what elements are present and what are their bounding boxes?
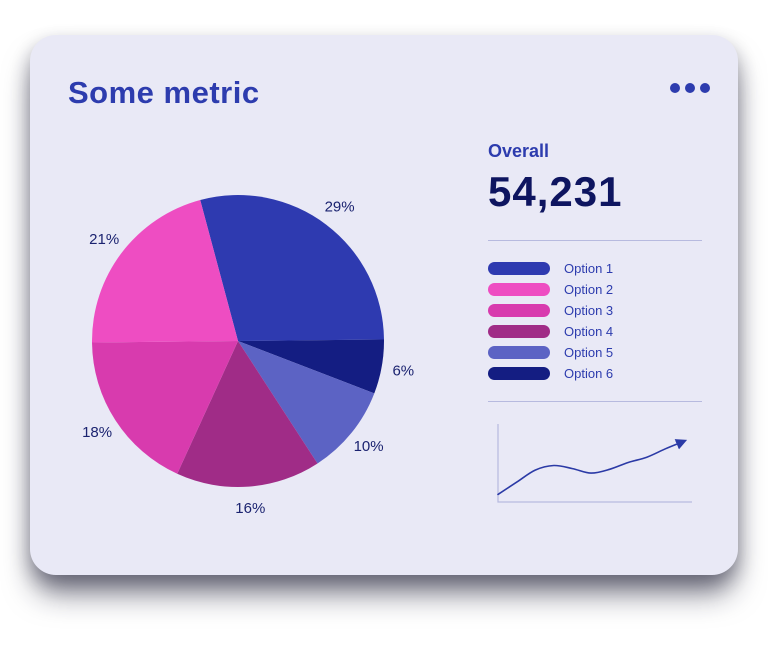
legend-label: Option 1 <box>564 261 614 277</box>
legend-label: Option 6 <box>564 366 614 382</box>
menu-dot <box>685 83 695 93</box>
legend-swatch <box>488 346 550 360</box>
pie-slice-option-2 <box>92 199 238 343</box>
legend-label: Option 3 <box>564 303 614 319</box>
legend-item: Option 3 <box>488 303 702 318</box>
pie-slice-option-4 <box>177 341 318 488</box>
divider <box>488 240 702 242</box>
pie-percentage-label: 6% <box>392 362 414 379</box>
pie-slice-option-1 <box>200 194 384 341</box>
menu-dot <box>670 83 680 93</box>
divider <box>488 401 702 403</box>
legend-item: Option 2 <box>488 282 702 297</box>
card-title: Some metric <box>68 75 260 110</box>
pie-percentage-label: 16% <box>235 500 265 517</box>
legend-swatch <box>488 325 550 339</box>
legend-item: Option 6 <box>488 366 702 381</box>
legend-label: Option 2 <box>564 282 614 298</box>
trend-sparkline-svg <box>497 424 692 503</box>
pie-chart: 29% 6% 10% 16% 18% 21% <box>30 129 450 539</box>
overall-value: 54,231 <box>488 168 623 215</box>
menu-dot <box>700 83 710 93</box>
legend: Option 1 Option 2 Option 3 Option 4 Option 5… <box>488 261 702 381</box>
legend-swatch <box>488 304 550 318</box>
metric-card: Some metric 29% 6% 10% 16% 18% 21% Overall 54… <box>30 35 738 575</box>
pie-chart-svg: 29% 6% 10% 16% 18% 21% <box>82 194 414 517</box>
overall-label: Overall <box>488 141 550 161</box>
legend-swatch <box>488 283 550 297</box>
sparkline-axes <box>497 424 692 503</box>
legend-label: Option 5 <box>564 345 614 361</box>
legend-swatch <box>488 367 550 381</box>
legend-item: Option 5 <box>488 345 702 360</box>
pie-percentage-label: 29% <box>325 199 355 216</box>
sparkline-path <box>497 439 688 496</box>
pie-slice-option-3 <box>92 341 238 474</box>
legend-label: Option 4 <box>564 324 614 340</box>
pie-percentage-label: 21% <box>89 231 119 248</box>
legend-item: Option 4 <box>488 324 702 339</box>
pie-percentage-label: 10% <box>354 438 384 455</box>
ellipsis-menu-icon[interactable] <box>670 83 710 93</box>
pie-percentage-label: 18% <box>82 424 112 441</box>
pie-slice-option-6 <box>238 339 384 394</box>
legend-swatch <box>488 262 550 276</box>
pie-slice-option-5 <box>238 341 375 464</box>
trend-sparkline <box>488 418 702 510</box>
legend-item: Option 1 <box>488 261 702 276</box>
